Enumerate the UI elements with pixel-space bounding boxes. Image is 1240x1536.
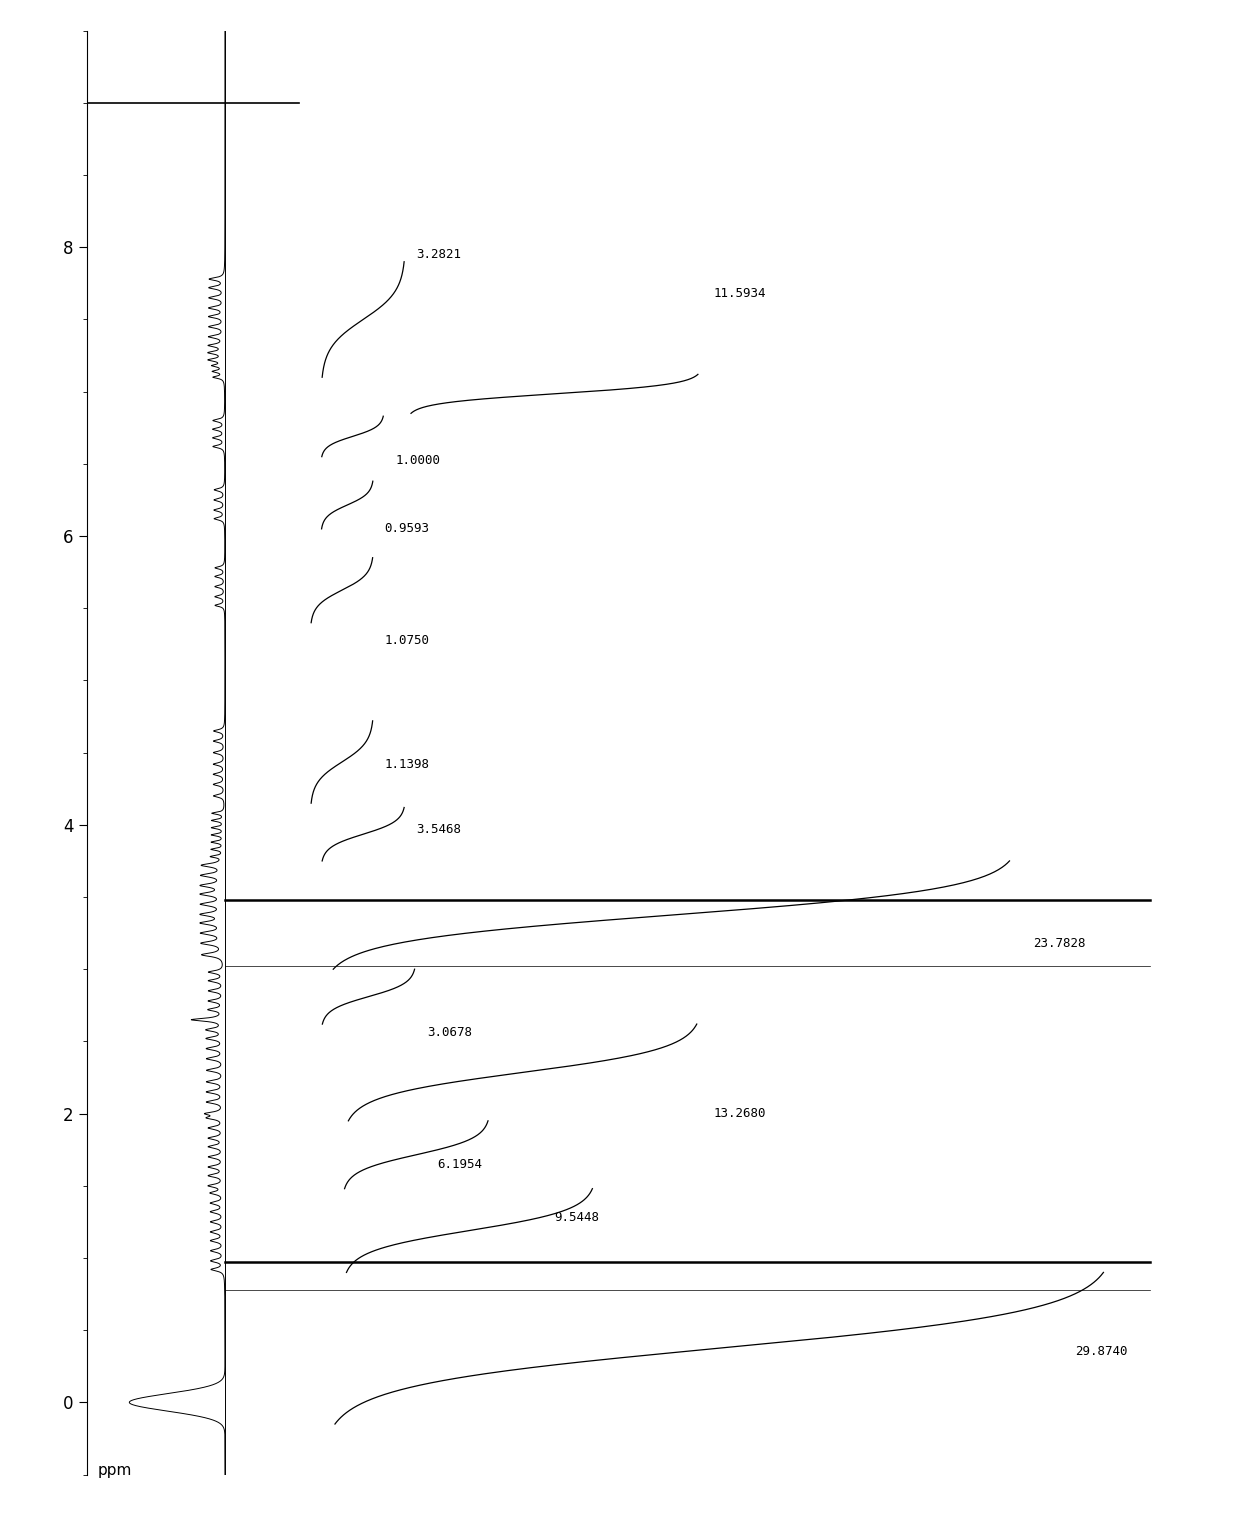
Text: 3.0678: 3.0678 — [427, 1026, 472, 1040]
Text: 1.0000: 1.0000 — [396, 455, 440, 467]
Text: 1.0750: 1.0750 — [384, 633, 429, 647]
Text: 6.1954: 6.1954 — [438, 1158, 482, 1170]
Text: 3.5468: 3.5468 — [417, 823, 461, 836]
Text: 3.2821: 3.2821 — [417, 247, 461, 261]
Text: 0.9593: 0.9593 — [384, 522, 429, 536]
Text: ppm: ppm — [98, 1462, 131, 1478]
Text: 9.5448: 9.5448 — [554, 1210, 599, 1224]
Text: 1.1398: 1.1398 — [384, 757, 429, 771]
Text: 11.5934: 11.5934 — [714, 287, 766, 300]
Text: 29.8740: 29.8740 — [1075, 1346, 1127, 1358]
Text: 23.7828: 23.7828 — [1033, 937, 1085, 949]
Text: 13.2680: 13.2680 — [714, 1107, 766, 1120]
